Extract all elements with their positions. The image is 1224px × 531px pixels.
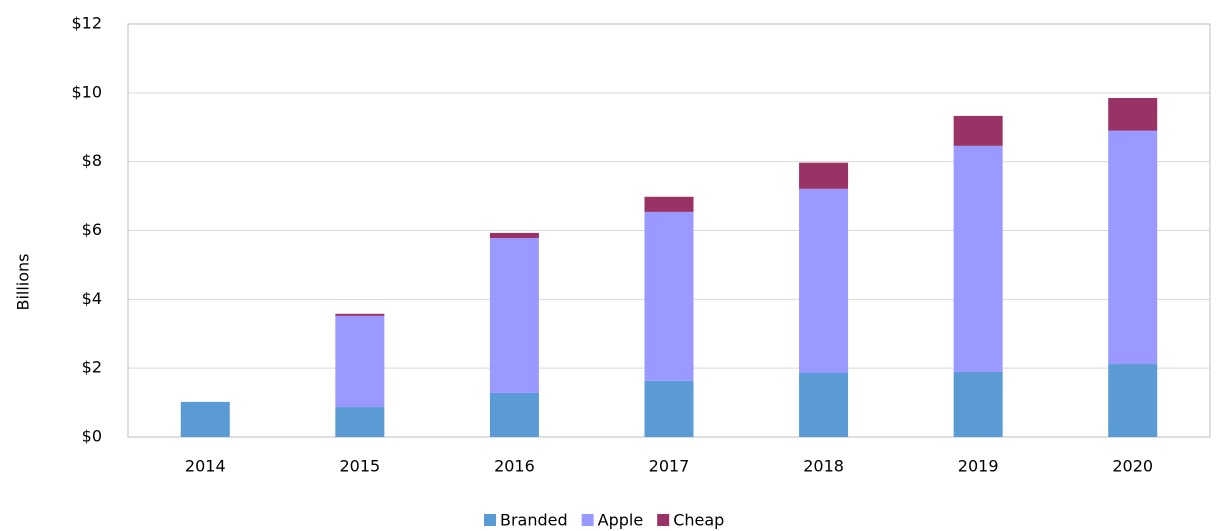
y-tick-label: $10 (71, 82, 102, 101)
bar-segment (1108, 130, 1158, 365)
bar-segment (644, 211, 694, 381)
x-tick-label: 2016 (494, 457, 535, 476)
y-tick-label: $2 (82, 358, 102, 377)
x-tick-label: 2020 (1112, 457, 1153, 476)
bar-segment (799, 372, 849, 437)
legend-swatch (484, 514, 496, 526)
x-tick-label: 2019 (958, 457, 999, 476)
bar-segment (644, 380, 694, 437)
y-tick-label: $12 (71, 14, 102, 33)
bar-segment (335, 407, 385, 437)
y-tick-label: $8 (82, 151, 102, 170)
y-tick-label: $4 (82, 289, 102, 308)
bar-segment (953, 115, 1003, 146)
bar-segment (489, 238, 539, 393)
x-tick-label: 2014 (185, 457, 226, 476)
legend-label: Cheap (673, 511, 724, 530)
legend-swatch (581, 514, 594, 526)
legend-label: Apple (598, 511, 644, 530)
bar-segment (1108, 97, 1158, 131)
bar-segment (489, 232, 539, 239)
legend-label: Branded (500, 511, 568, 530)
x-tick-label: 2015 (339, 457, 380, 476)
bar-segment (335, 313, 385, 316)
y-axis-label: Billions (14, 253, 33, 310)
bar-segment (489, 392, 539, 437)
bar-segment (799, 162, 849, 189)
legend-swatch (657, 514, 670, 526)
y-tick-label: $0 (82, 427, 102, 446)
x-tick-label: 2017 (649, 457, 690, 476)
bar-segment (335, 315, 385, 408)
y-tick-label: $6 (82, 220, 102, 239)
bar-segment (953, 371, 1003, 437)
bar-segment (644, 196, 694, 212)
bar-segment (799, 188, 849, 373)
x-tick-label: 2018 (803, 457, 844, 476)
bar-segment (953, 145, 1003, 372)
bar-segment (1108, 364, 1158, 437)
bar-segment (180, 401, 230, 437)
